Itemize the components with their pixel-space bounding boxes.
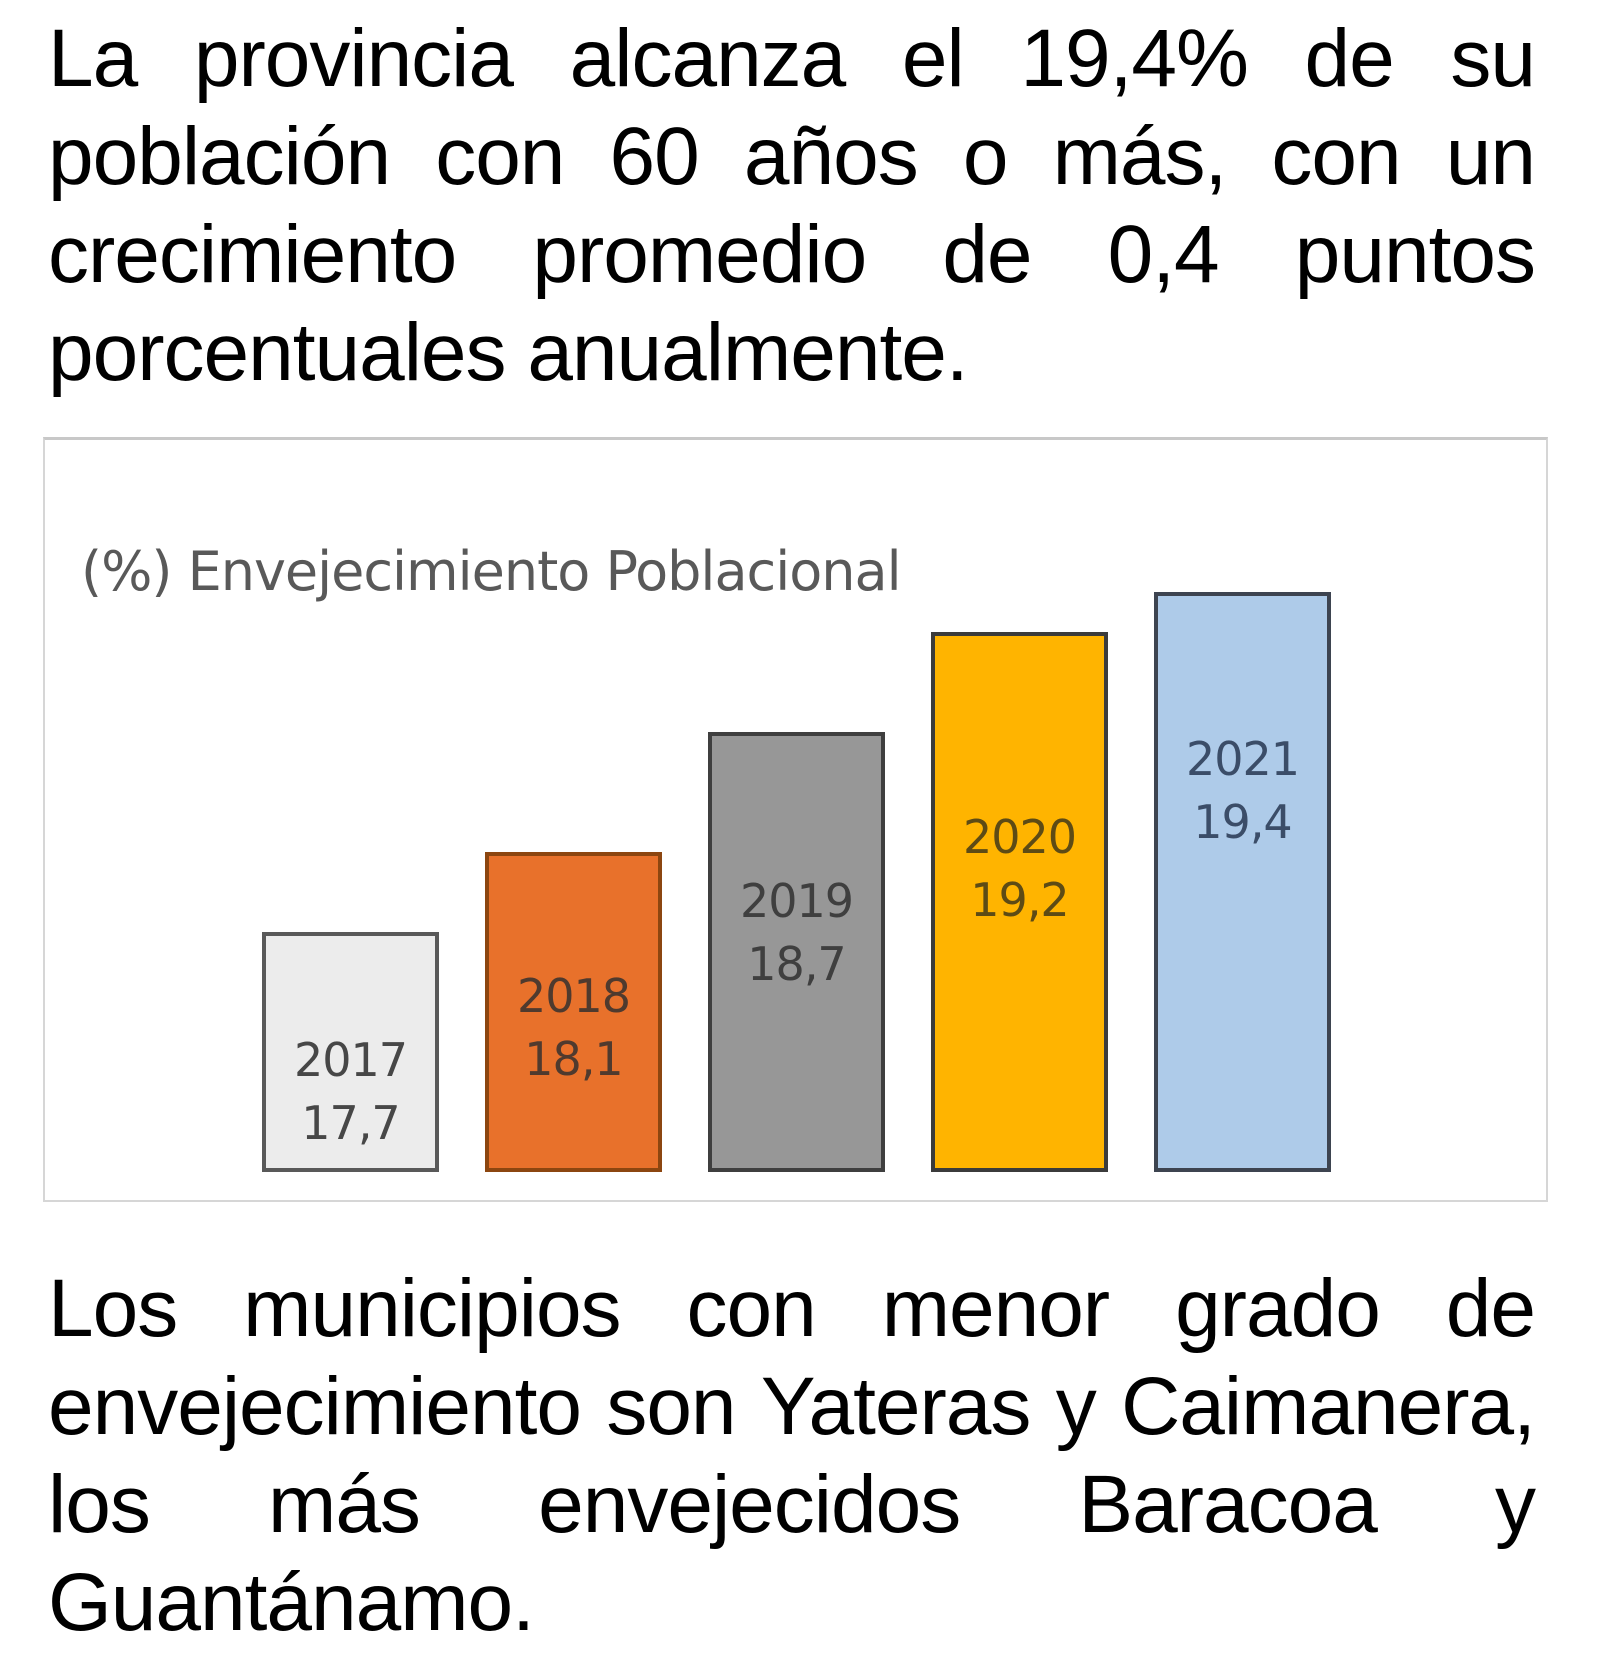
bar-label-value: 19,4 <box>1193 794 1292 849</box>
chart-box: (%) Envejecimiento Poblacional 2017 17,7 2… <box>43 437 1548 1202</box>
word: promedio <box>532 209 867 300</box>
bar-label: 2020 19,2 <box>931 806 1108 932</box>
word: 0,4 <box>1107 209 1220 300</box>
text-line: los más envejecidos Baracoa y <box>48 1458 1536 1556</box>
text-line: La provincia alcanza el 19,4% de su <box>48 12 1536 110</box>
word: un <box>1445 111 1536 202</box>
word: de <box>1304 13 1395 104</box>
bar-label-year: 2018 <box>516 969 631 1024</box>
bar-label-year: 2020 <box>962 810 1077 865</box>
bar-2021: 2021 19,4 <box>1154 592 1331 1172</box>
word: de <box>1445 1263 1536 1354</box>
word: grado <box>1175 1263 1381 1354</box>
bar-label-value: 18,7 <box>747 936 846 991</box>
text-line: envejecimiento son Yateras y Caimanera, <box>48 1360 1536 1458</box>
word: menor <box>881 1263 1110 1354</box>
bar-label-value: 19,2 <box>970 873 1069 928</box>
bar-2017: 2017 17,7 <box>262 932 439 1172</box>
text-line: porcentuales anualmente. <box>48 307 969 398</box>
word: más <box>268 1459 421 1550</box>
word: crecimiento <box>48 209 457 300</box>
word: su <box>1450 13 1536 104</box>
bar-label-year: 2021 <box>1185 731 1300 786</box>
bar-2020: 2020 19,2 <box>931 632 1108 1172</box>
bar-plot-area: 2017 17,7 2018 18,1 2019 18,7 2020 19,2 2021 19,4 <box>45 440 1546 1200</box>
word: provincia <box>193 13 514 104</box>
word: de <box>942 209 1032 300</box>
bar-label: 2018 18,1 <box>485 965 662 1091</box>
word: municipios <box>243 1263 621 1354</box>
word: población <box>48 111 391 202</box>
word: con <box>686 1263 817 1354</box>
word: 60 <box>609 111 700 202</box>
bar-label-year: 2019 <box>739 873 854 928</box>
word: Caimanera, <box>1121 1361 1536 1452</box>
word: Yateras <box>760 1361 1032 1452</box>
word: Baracoa <box>1078 1459 1377 1550</box>
word: más, <box>1052 111 1228 202</box>
chart-title: (%) Envejecimiento Poblacional <box>81 540 902 603</box>
text-line: Los municipios con menor grado de <box>48 1262 1536 1360</box>
text-line: población con 60 años o más, con un <box>48 110 1536 208</box>
bar-label-year: 2017 <box>293 1032 408 1087</box>
closing-paragraph: Los municipios con menor grado de envejecimien… <box>48 1262 1536 1654</box>
word: Los <box>48 1263 178 1354</box>
bar-label-value: 17,7 <box>301 1095 400 1150</box>
bar-label: 2017 17,7 <box>262 1029 439 1155</box>
bar-label: 2019 18,7 <box>708 870 885 996</box>
bar-label: 2021 19,4 <box>1154 728 1331 854</box>
word: y <box>1494 1459 1536 1550</box>
word: el <box>901 13 965 104</box>
bar-label-value: 18,1 <box>524 1032 623 1087</box>
word: alcanza <box>569 13 847 104</box>
word: puntos <box>1294 209 1536 300</box>
word: envejecidos <box>538 1459 961 1550</box>
bar-2018: 2018 18,1 <box>485 852 662 1172</box>
word: y <box>1055 1361 1097 1452</box>
word: los <box>48 1459 151 1550</box>
word: o <box>962 111 1009 202</box>
word: 19,4% <box>1020 13 1249 104</box>
text-line: crecimiento promedio de 0,4 puntos <box>48 208 1536 306</box>
word: con <box>435 111 565 202</box>
bar-2019: 2019 18,7 <box>708 732 885 1172</box>
word: envejecimiento <box>48 1361 582 1452</box>
text-line: Guantánamo. <box>48 1557 535 1648</box>
word: años <box>743 111 919 202</box>
word: con <box>1271 111 1401 202</box>
word: son <box>606 1361 736 1452</box>
intro-paragraph: La provincia alcanza el 19,4% de su población co… <box>48 12 1536 404</box>
word: La <box>48 13 138 104</box>
